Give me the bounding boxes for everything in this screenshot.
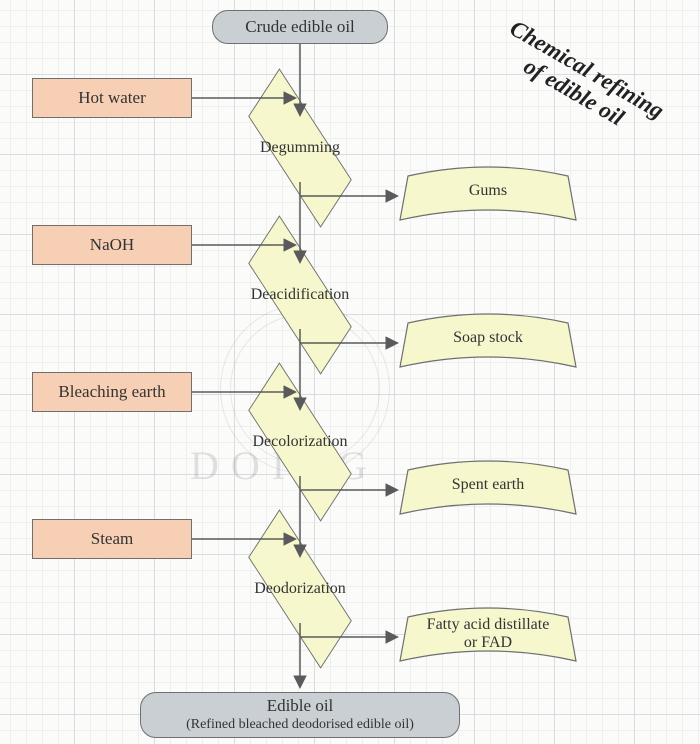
start-node: Crude edible oil (212, 10, 388, 44)
end-node: Edible oil (Refined bleached deodorised … (140, 692, 460, 738)
process-decolorization-label: Decolorization (252, 433, 347, 451)
process-deacidification: Deacidification (235, 267, 365, 323)
diagram-title: Chemical refining of edible oil (472, 4, 689, 160)
process-deodorization-label: Deodorization (254, 580, 346, 598)
output-spent-earth-label: Spent earth (398, 476, 578, 494)
end-label-2: (Refined bleached deodorised edible oil) (186, 717, 414, 734)
input-steam: Steam (32, 519, 192, 559)
end-label-1: Edible oil (267, 696, 334, 716)
process-deacidification-label: Deacidification (251, 286, 350, 304)
input-bleaching-earth: Bleaching earth (32, 372, 192, 412)
output-soap-stock-label: Soap stock (398, 329, 578, 347)
output-gums-label: Gums (398, 182, 578, 200)
input-naoh-label: NaOH (90, 235, 134, 255)
flowchart-canvas: Chemical refining of edible oil DOING Cr… (0, 0, 700, 744)
output-fad-line1: Fatty acid distillate (398, 616, 578, 634)
input-hot-water: Hot water (32, 78, 192, 118)
input-bleaching-earth-label: Bleaching earth (58, 382, 165, 402)
output-fad-line2: or FAD (398, 634, 578, 652)
process-decolorization: Decolorization (235, 414, 365, 470)
input-naoh: NaOH (32, 225, 192, 265)
process-degumming-label: Degumming (260, 139, 340, 157)
process-degumming: Degumming (235, 120, 365, 176)
output-fad-label: Fatty acid distillate or FAD (398, 616, 578, 653)
input-steam-label: Steam (91, 529, 134, 549)
process-deodorization: Deodorization (235, 561, 365, 617)
input-hot-water-label: Hot water (78, 88, 146, 108)
start-label: Crude edible oil (245, 17, 355, 37)
